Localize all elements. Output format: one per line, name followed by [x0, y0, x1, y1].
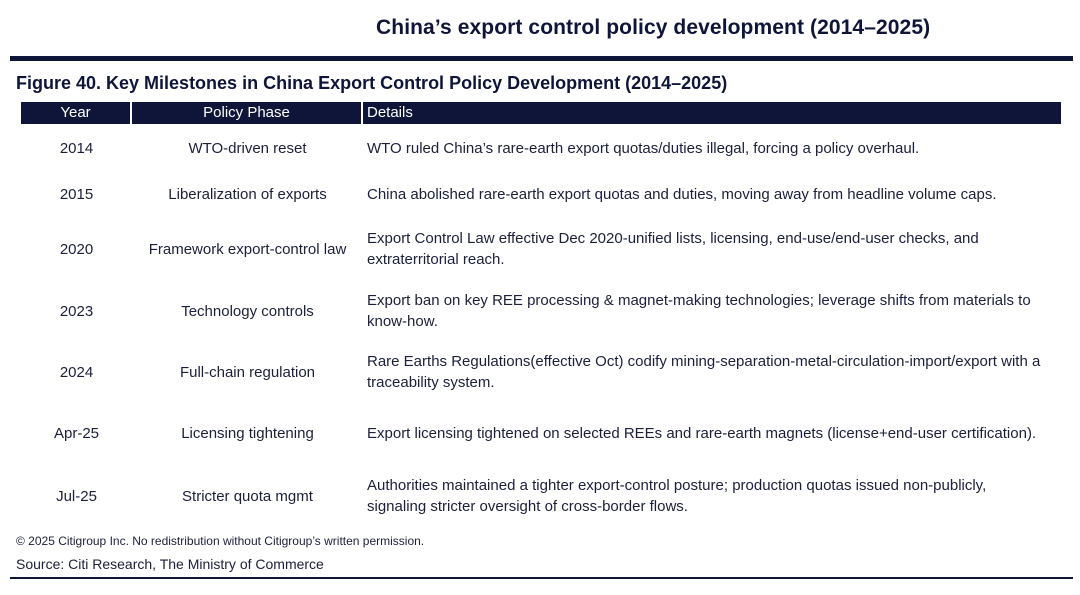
cell-details: Rare Earths Regulations(effective Oct) c…	[367, 353, 1041, 391]
cell-policy-phase: Liberalization of exports	[168, 185, 327, 203]
cell-details: China abolished rare-earth export quotas…	[367, 185, 997, 203]
table-row: 2024 Full-chain regulation Rare Earths R…	[21, 340, 1061, 404]
column-header-policy-phase: Policy Phase	[132, 102, 363, 124]
cell-policy-phase: Framework export-control law	[148, 240, 347, 258]
cell-policy-phase: Stricter quota mgmt	[182, 487, 313, 505]
cell-policy-phase: Full-chain regulation	[179, 363, 316, 381]
milestones-table: Year Policy Phase Details 2014 WTO-drive…	[21, 102, 1061, 530]
cell-year: 2024	[59, 363, 94, 381]
cell-year: Apr-25	[53, 424, 100, 442]
page-title: China’s export control policy developmen…	[376, 16, 931, 39]
cell-year: 2014	[59, 139, 94, 157]
title-divider	[10, 56, 1073, 61]
column-header-year: Year	[21, 102, 132, 124]
cell-year: 2015	[59, 185, 94, 203]
table-row: 2014 WTO-driven reset WTO ruled China’s …	[21, 124, 1061, 172]
cell-details: Authorities maintained a tighter export-…	[367, 477, 987, 515]
cell-details: Export ban on key REE processing & magne…	[367, 292, 1031, 330]
table-row: Jul-25 Stricter quota mgmt Authorities m…	[21, 462, 1061, 530]
cell-year: Jul-25	[56, 487, 97, 505]
source-note: Source: Citi Research, The Ministry of C…	[16, 556, 324, 572]
cell-details: Export Control Law effective Dec 2020-un…	[367, 230, 979, 268]
table-row: Apr-25 Licensing tightening Export licen…	[21, 404, 1061, 462]
cell-policy-phase: Technology controls	[181, 302, 314, 320]
table-row: 2023 Technology controls Export ban on k…	[21, 282, 1061, 340]
cell-policy-phase: WTO-driven reset	[188, 139, 307, 157]
bottom-divider	[10, 577, 1073, 579]
table-body: 2014 WTO-driven reset WTO ruled China’s …	[21, 124, 1061, 530]
cell-details: Export licensing tightened on selected R…	[367, 424, 1037, 442]
cell-year: 2023	[59, 302, 94, 320]
table-header-row: Year Policy Phase Details	[21, 102, 1061, 124]
column-header-details: Details	[367, 104, 413, 121]
table-row: 2020 Framework export-control law Export…	[21, 216, 1061, 282]
copyright-notice: © 2025 Citigroup Inc. No redistribution …	[16, 534, 425, 548]
table-row: 2015 Liberalization of exports China abo…	[21, 172, 1061, 216]
cell-year: 2020	[59, 240, 94, 258]
cell-policy-phase: Licensing tightening	[181, 424, 314, 442]
figure-title: Figure 40. Key Milestones in China Expor…	[16, 73, 728, 93]
cell-details: WTO ruled China’s rare-earth export quot…	[367, 139, 920, 157]
